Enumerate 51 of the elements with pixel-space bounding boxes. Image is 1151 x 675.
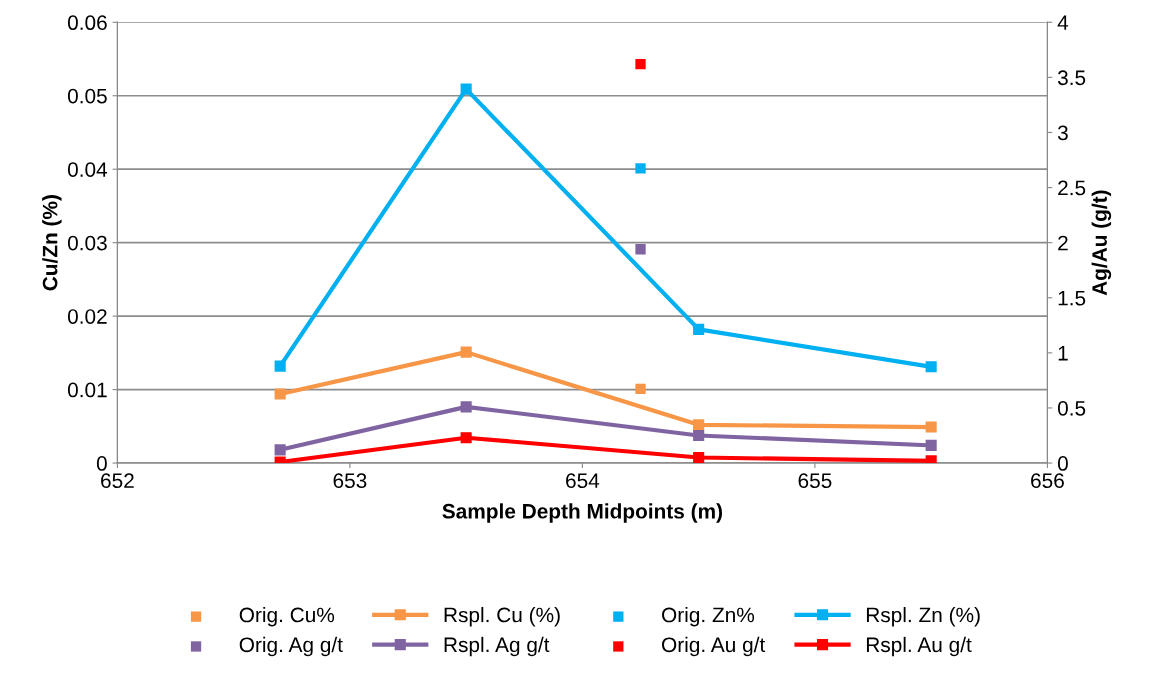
x-tick-label: 656 [1031, 473, 1064, 489]
point [925, 421, 937, 433]
y2-tick-label: 0.5 [1057, 400, 1086, 416]
point [693, 419, 705, 431]
y-axis-title: Cu/Zn (%) [42, 195, 62, 291]
x-tick-label: 652 [101, 473, 134, 489]
point [925, 361, 937, 373]
y-tick-label: 0 [96, 456, 107, 471]
legend-label: Orig. Zn% [662, 606, 755, 627]
point [693, 429, 705, 442]
x-tick-label: 655 [798, 473, 832, 489]
point [274, 388, 286, 400]
y2-tick-label: 2.5 [1058, 180, 1086, 196]
y-tick-label: 0.03 [67, 235, 107, 251]
y2-tick-label: 1.5 [1058, 290, 1086, 306]
point [635, 59, 646, 70]
point [460, 83, 472, 95]
y2-tick-label: 0 [1057, 456, 1068, 471]
legend-label: Rspl. Ag g/t [444, 636, 550, 657]
point [635, 163, 646, 174]
point [635, 244, 646, 255]
y2-tick-label: 4 [1057, 15, 1069, 30]
x-tick-label: 654 [566, 473, 600, 489]
y2-tick-label: 2 [1058, 235, 1068, 251]
legend-label: Rspl. Au g/t [866, 636, 972, 657]
y-tick-label: 0.04 [67, 162, 108, 177]
y-tick-label: 0.06 [67, 15, 107, 31]
point [460, 401, 472, 413]
legend-label: Orig. Au g/t [662, 636, 766, 657]
y-tick-label: 0.01 [67, 382, 107, 398]
point [274, 360, 286, 372]
y2-axis-title: Ag/Au (g/t) [1091, 190, 1112, 296]
y2-tick-label: 3.5 [1057, 70, 1086, 86]
legend-label: Rspl. Cu (%) [444, 606, 560, 627]
point [925, 455, 937, 464]
point [693, 323, 705, 335]
legend-label: Rspl. Zn (%) [866, 606, 980, 627]
x-axis-title: Sample Depth Midpoints (m) [442, 503, 722, 523]
legend-label: Orig. Cu% [239, 606, 335, 627]
point [635, 383, 646, 394]
point [460, 432, 472, 444]
point [693, 451, 705, 464]
point [274, 444, 286, 456]
legend-label: Orig. Ag g/t [239, 636, 343, 657]
y2-tick-label: 3 [1057, 125, 1068, 141]
y-tick-label: 0.02 [67, 309, 107, 324]
x-tick-label: 653 [333, 473, 367, 489]
y2-tick-label: 1 [1058, 346, 1068, 361]
point [460, 346, 472, 358]
y-tick-label: 0.05 [67, 88, 107, 104]
point [925, 439, 937, 451]
